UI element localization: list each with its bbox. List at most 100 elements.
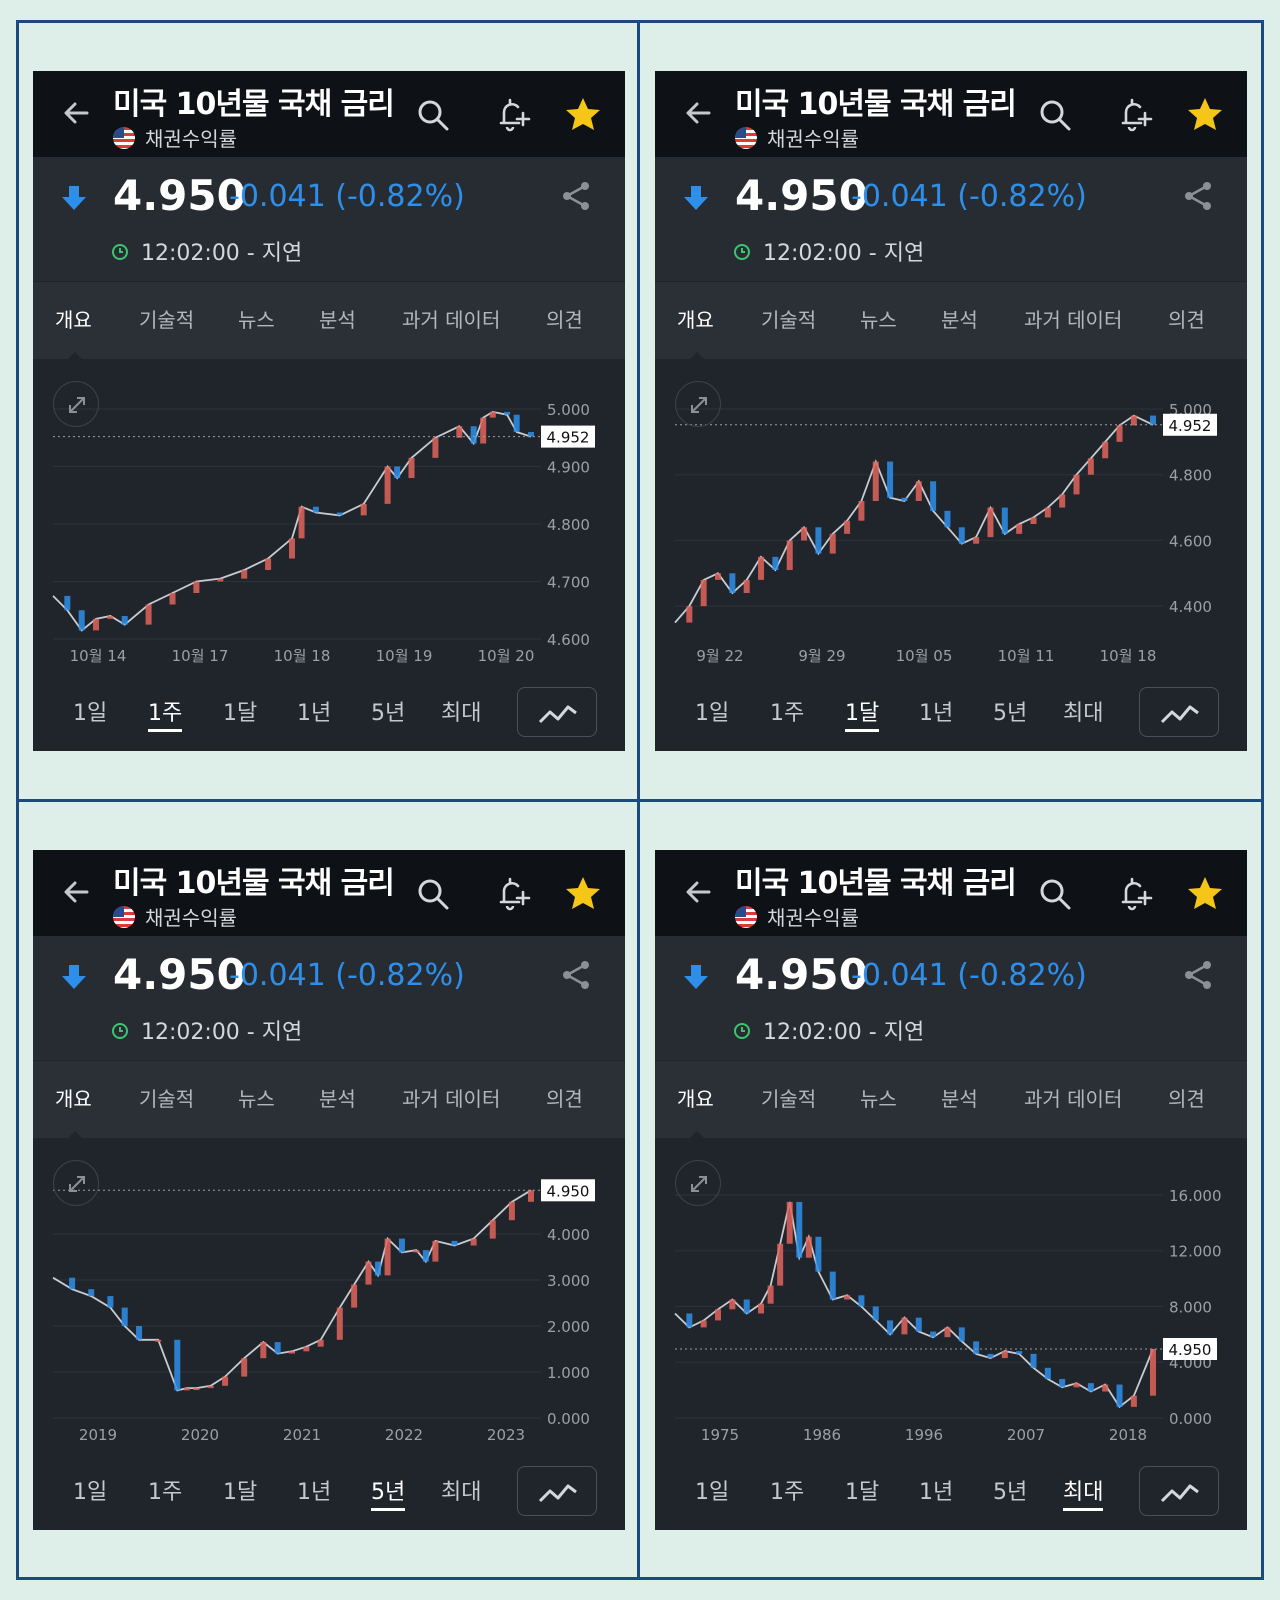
candle — [289, 1351, 295, 1354]
search-icon[interactable] — [1035, 874, 1075, 914]
star-icon[interactable] — [1185, 874, 1225, 914]
share-icon[interactable] — [1181, 958, 1215, 992]
instrument-title: 미국 10년물 국채 금리 — [735, 866, 1017, 901]
share-icon[interactable] — [559, 958, 593, 992]
back-arrow-icon[interactable] — [57, 872, 97, 912]
expand-icon[interactable] — [675, 1160, 721, 1206]
tab-4[interactable]: 과거 데이터 — [1024, 308, 1123, 332]
tab-4[interactable]: 과거 데이터 — [402, 1087, 501, 1111]
period-2[interactable]: 1달 — [845, 1480, 880, 1505]
tab-0[interactable]: 개요 — [55, 1087, 92, 1111]
period-0[interactable]: 1일 — [695, 1480, 730, 1505]
tab-2[interactable]: 뉴스 — [238, 308, 275, 332]
line-chart-icon[interactable] — [517, 687, 597, 737]
candle — [513, 414, 520, 432]
star-icon[interactable] — [563, 95, 603, 135]
period-5[interactable]: 최대 — [1063, 1474, 1104, 1511]
star-icon[interactable] — [1185, 95, 1225, 135]
tab-1[interactable]: 기술적 — [139, 308, 195, 332]
candle — [772, 556, 779, 570]
tab-0[interactable]: 개요 — [677, 1087, 714, 1111]
y-tick-label: 8.000 — [1169, 1298, 1212, 1316]
candle — [958, 527, 965, 544]
search-icon[interactable] — [413, 874, 453, 914]
period-4[interactable]: 5년 — [993, 1480, 1028, 1505]
period-2[interactable]: 1달 — [223, 701, 258, 726]
period-4[interactable]: 5년 — [993, 701, 1028, 726]
candle — [384, 466, 391, 504]
line-chart-icon[interactable] — [517, 1466, 597, 1516]
period-4[interactable]: 5년 — [371, 701, 406, 726]
period-0[interactable]: 1일 — [73, 701, 108, 726]
x-tick-label: 10월 14 — [70, 647, 127, 665]
bell-plus-icon[interactable] — [493, 95, 533, 135]
tab-3[interactable]: 분석 — [319, 1087, 356, 1111]
tab-5[interactable]: 의견 — [546, 308, 583, 332]
tab-3[interactable]: 분석 — [319, 308, 356, 332]
period-1[interactable]: 1주 — [148, 1480, 183, 1505]
bell-plus-icon[interactable] — [493, 874, 533, 914]
period-2[interactable]: 1달 — [223, 1480, 258, 1505]
candle — [504, 411, 511, 415]
expand-icon[interactable] — [53, 1160, 99, 1206]
candle — [241, 570, 248, 579]
period-3[interactable]: 1년 — [297, 1480, 332, 1505]
period-2[interactable]: 1달 — [845, 695, 880, 732]
share-icon[interactable] — [559, 179, 593, 213]
candle — [801, 527, 808, 541]
bell-plus-icon[interactable] — [1115, 95, 1155, 135]
x-tick-label: 1975 — [701, 1426, 739, 1444]
line-chart-icon[interactable] — [1139, 1466, 1219, 1516]
tab-5[interactable]: 의견 — [1168, 308, 1205, 332]
period-1[interactable]: 1주 — [770, 1480, 805, 1505]
candle — [700, 579, 707, 607]
stock-panel-3: 미국 10년물 국채 금리 채권수익률 4.950 -0.041 (-0.82%… — [655, 850, 1247, 1530]
tab-0[interactable]: 개요 — [55, 308, 92, 332]
period-0[interactable]: 1일 — [695, 701, 730, 726]
tab-5[interactable]: 의견 — [546, 1087, 583, 1111]
x-tick-label: 10월 20 — [478, 647, 535, 665]
back-arrow-icon[interactable] — [57, 93, 97, 133]
line-chart-icon[interactable] — [1139, 687, 1219, 737]
tab-3[interactable]: 분석 — [941, 308, 978, 332]
star-icon[interactable] — [563, 874, 603, 914]
x-tick-label: 10월 11 — [998, 647, 1055, 665]
tab-0[interactable]: 개요 — [677, 308, 714, 332]
back-arrow-icon[interactable] — [679, 872, 719, 912]
quote-time: 12:02:00 - 지연 — [763, 241, 925, 266]
period-5[interactable]: 최대 — [1063, 701, 1104, 726]
tab-2[interactable]: 뉴스 — [238, 1087, 275, 1111]
tab-3[interactable]: 분석 — [941, 1087, 978, 1111]
period-4[interactable]: 5년 — [371, 1474, 406, 1511]
candle — [1130, 1395, 1137, 1407]
tab-1[interactable]: 기술적 — [139, 1087, 195, 1111]
tab-2[interactable]: 뉴스 — [860, 308, 897, 332]
period-5[interactable]: 최대 — [441, 701, 482, 726]
share-icon[interactable] — [1181, 179, 1215, 213]
tab-2[interactable]: 뉴스 — [860, 1087, 897, 1111]
candle — [930, 481, 937, 511]
period-3[interactable]: 1년 — [919, 701, 954, 726]
period-3[interactable]: 1년 — [297, 701, 332, 726]
candle — [289, 538, 295, 559]
tab-5[interactable]: 의견 — [1168, 1087, 1205, 1111]
bell-plus-icon[interactable] — [1115, 874, 1155, 914]
period-3[interactable]: 1년 — [919, 1480, 954, 1505]
expand-icon[interactable] — [675, 381, 721, 427]
period-1[interactable]: 1주 — [770, 701, 805, 726]
search-icon[interactable] — [413, 95, 453, 135]
back-arrow-icon[interactable] — [679, 93, 719, 133]
period-5[interactable]: 최대 — [441, 1480, 482, 1505]
tab-1[interactable]: 기술적 — [761, 308, 817, 332]
search-icon[interactable] — [1035, 95, 1075, 135]
expand-icon[interactable] — [53, 381, 99, 427]
instrument-type: 채권수익률 — [767, 127, 859, 151]
period-0[interactable]: 1일 — [73, 1480, 108, 1505]
candle — [398, 1238, 405, 1253]
tab-1[interactable]: 기술적 — [761, 1087, 817, 1111]
tab-4[interactable]: 과거 데이터 — [1024, 1087, 1123, 1111]
candle — [1044, 507, 1051, 518]
period-1[interactable]: 1주 — [148, 695, 183, 732]
tab-4[interactable]: 과거 데이터 — [402, 308, 501, 332]
